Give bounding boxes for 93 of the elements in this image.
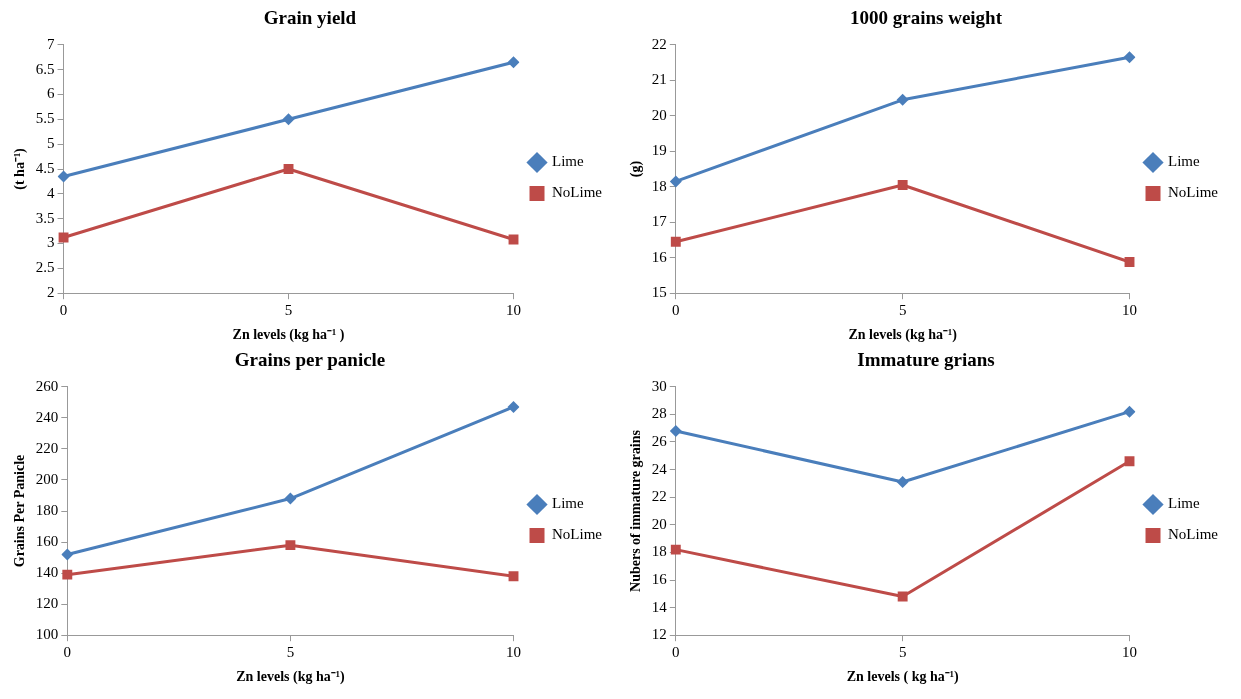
point bbox=[508, 571, 519, 582]
x-axis-title: Zn levels ( kg ha⁻¹) bbox=[846, 669, 959, 686]
point bbox=[670, 236, 681, 247]
legend-label: Lime bbox=[1168, 495, 1201, 512]
x-tick-label: 0 bbox=[59, 302, 68, 319]
point bbox=[897, 180, 908, 190]
y-tick-label: 100 bbox=[35, 626, 59, 643]
y-tick-label: 18 bbox=[651, 177, 667, 194]
y-tick-label: 4 bbox=[47, 184, 56, 201]
x-tick-label: 10 bbox=[506, 644, 522, 661]
point bbox=[285, 540, 296, 551]
y-tick-label: 24 bbox=[651, 460, 668, 477]
y-tick-label: 19 bbox=[651, 142, 667, 159]
y-tick-label: 6.5 bbox=[35, 60, 55, 77]
legend-label: NoLime bbox=[552, 184, 603, 201]
legend-label: Lime bbox=[552, 153, 585, 170]
y-tick-label: 200 bbox=[35, 470, 59, 487]
y-tick-label: 28 bbox=[651, 405, 667, 422]
point bbox=[670, 544, 681, 555]
chart-title: Grains per panicle bbox=[234, 349, 386, 371]
y-tick-label: 2.5 bbox=[35, 259, 55, 276]
y-tick-label: 140 bbox=[35, 564, 59, 581]
x-axis-title: Zn levels (kg ha⁻¹ ) bbox=[232, 327, 345, 344]
x-tick-label: 10 bbox=[1122, 644, 1138, 661]
x-tick-label: 0 bbox=[672, 302, 680, 319]
y-tick-label: 20 bbox=[651, 515, 667, 532]
point bbox=[669, 175, 682, 188]
x-tick-label: 10 bbox=[1122, 302, 1138, 319]
legend-label: Lime bbox=[1168, 153, 1201, 170]
point bbox=[669, 424, 682, 437]
legend-label: NoLime bbox=[552, 526, 603, 543]
y-tick-label: 120 bbox=[35, 595, 59, 612]
point bbox=[1123, 405, 1136, 418]
x-tick-label: 0 bbox=[63, 644, 72, 661]
y-tick-label: 21 bbox=[651, 71, 667, 88]
y-tick-label: 220 bbox=[35, 439, 59, 456]
chart-title: 1000 grains weight bbox=[850, 7, 1003, 29]
x-tick-label: 5 bbox=[284, 302, 293, 319]
x-axis-title: Zn levels (kg ha⁻¹) bbox=[236, 669, 345, 686]
point bbox=[61, 548, 74, 561]
x-tick-label: 5 bbox=[898, 644, 907, 661]
x-axis-title: Zn levels (kg ha⁻¹) bbox=[848, 327, 958, 344]
y-tick-label: 26 bbox=[651, 432, 668, 449]
y-tick-label: 18 bbox=[651, 543, 667, 560]
y-tick-label: 3.5 bbox=[35, 209, 55, 226]
y-tick-label: 5 bbox=[47, 135, 55, 152]
y-axis-title: Nubers of immature grains bbox=[628, 429, 644, 592]
y-tick-label: 6 bbox=[47, 85, 56, 102]
y-tick-label: 2 bbox=[47, 284, 55, 301]
legend-label: NoLime bbox=[1168, 184, 1219, 201]
y-tick-label: 22 bbox=[651, 488, 667, 505]
point bbox=[896, 93, 909, 106]
y-tick-label: 20 bbox=[651, 106, 667, 123]
y-tick-label: 5.5 bbox=[35, 110, 55, 127]
y-axis-title: (t ha⁻¹) bbox=[12, 147, 29, 190]
y-tick-label: 17 bbox=[651, 213, 668, 230]
y-tick-label: 30 bbox=[651, 377, 667, 394]
x-tick-label: 10 bbox=[506, 302, 522, 319]
chart-title: Immature grians bbox=[857, 349, 995, 371]
point bbox=[896, 476, 909, 489]
y-axis-title: (g) bbox=[628, 160, 645, 178]
y-tick-label: 16 bbox=[651, 570, 668, 587]
y-tick-label: 3 bbox=[47, 234, 55, 251]
y-tick-label: 22 bbox=[651, 35, 667, 52]
point bbox=[507, 56, 520, 69]
y-tick-label: 160 bbox=[35, 532, 59, 549]
point bbox=[283, 164, 294, 174]
y-tick-label: 16 bbox=[651, 248, 668, 265]
x-tick-label: 5 bbox=[898, 302, 907, 319]
y-tick-label: 4.5 bbox=[35, 159, 55, 176]
point bbox=[1123, 51, 1136, 64]
point bbox=[284, 492, 297, 505]
point bbox=[282, 113, 295, 126]
point bbox=[57, 170, 70, 183]
y-tick-label: 7 bbox=[47, 35, 56, 52]
legend-label: Lime bbox=[552, 495, 585, 512]
y-tick-label: 12 bbox=[651, 626, 667, 643]
y-tick-label: 240 bbox=[35, 408, 59, 425]
y-tick-label: 260 bbox=[35, 377, 59, 394]
legend-label: NoLime bbox=[1168, 526, 1219, 543]
point bbox=[62, 569, 73, 580]
chart-title: Grain yield bbox=[263, 7, 357, 29]
point bbox=[897, 591, 908, 602]
point bbox=[507, 400, 520, 413]
point bbox=[1124, 257, 1135, 267]
point bbox=[1124, 456, 1135, 467]
y-axis-title: Grains Per Panicle bbox=[12, 454, 28, 568]
x-tick-label: 5 bbox=[286, 644, 295, 661]
x-tick-label: 0 bbox=[672, 644, 680, 661]
y-tick-label: 15 bbox=[651, 284, 667, 301]
point bbox=[58, 232, 69, 243]
y-tick-label: 180 bbox=[35, 501, 59, 518]
y-tick-label: 14 bbox=[651, 598, 668, 615]
